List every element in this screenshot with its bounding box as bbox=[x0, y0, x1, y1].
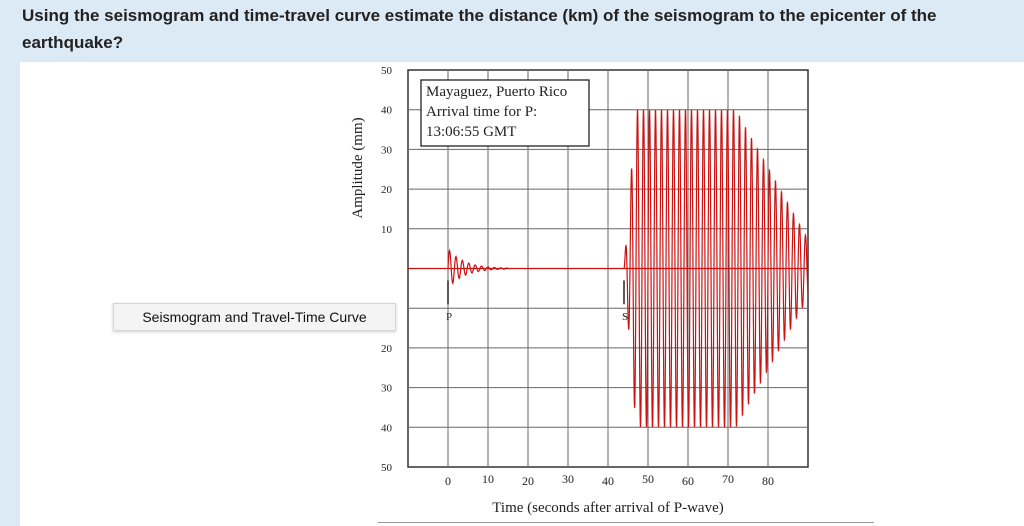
annotation-box bbox=[420, 79, 590, 147]
y-tick-label: 20 bbox=[381, 343, 393, 355]
y-tick-label: 40 bbox=[381, 105, 393, 117]
annotation-line1: Mayaguez, Puerto Rico bbox=[426, 84, 567, 100]
x-axis-label: Time (seconds after arrival of P-wave) bbox=[492, 500, 723, 516]
x-tick-label: 60 bbox=[682, 474, 694, 488]
x-tick-label: 10 bbox=[482, 472, 494, 486]
y-tick-label: 10 bbox=[381, 224, 393, 236]
x-tick-label: 0 bbox=[445, 474, 451, 488]
annotation-line3: 13:06:55 GMT bbox=[426, 124, 516, 140]
x-tick-label: 70 bbox=[722, 472, 734, 486]
s-wave-trace bbox=[623, 110, 809, 428]
annotation-line2: Arrival time for P: bbox=[426, 104, 537, 120]
y-tick-label: 50 bbox=[381, 462, 393, 474]
x-tick-label: 20 bbox=[522, 474, 534, 488]
x-tick-label: 80 bbox=[762, 474, 774, 488]
y-axis-label: Amplitude (mm) bbox=[350, 117, 366, 218]
s-marker-label: S bbox=[622, 311, 628, 323]
y-tick-label: 50 bbox=[381, 65, 393, 77]
tick-labels: 0 10 20 30 40 50 60 70 80 50 40 30 20 10 20 30 40 50 bbox=[381, 65, 774, 488]
x-tick-label: 40 bbox=[602, 474, 614, 488]
y-tick-label: 30 bbox=[381, 383, 393, 395]
divider bbox=[378, 522, 874, 523]
y-tick-label: 20 bbox=[381, 184, 393, 196]
x-tick-label: 50 bbox=[642, 472, 654, 486]
p-wave-trace bbox=[447, 248, 509, 285]
y-tick-label: 30 bbox=[381, 144, 393, 156]
y-tick-label: 40 bbox=[381, 422, 393, 434]
x-tick-label: 30 bbox=[562, 472, 574, 486]
p-marker-label: P bbox=[446, 311, 452, 323]
question-text: Using the seismogram and time-travel cur… bbox=[22, 6, 937, 52]
seismogram-trace bbox=[408, 110, 809, 428]
image-tooltip: Seismogram and Travel-Time Curve bbox=[113, 303, 396, 331]
